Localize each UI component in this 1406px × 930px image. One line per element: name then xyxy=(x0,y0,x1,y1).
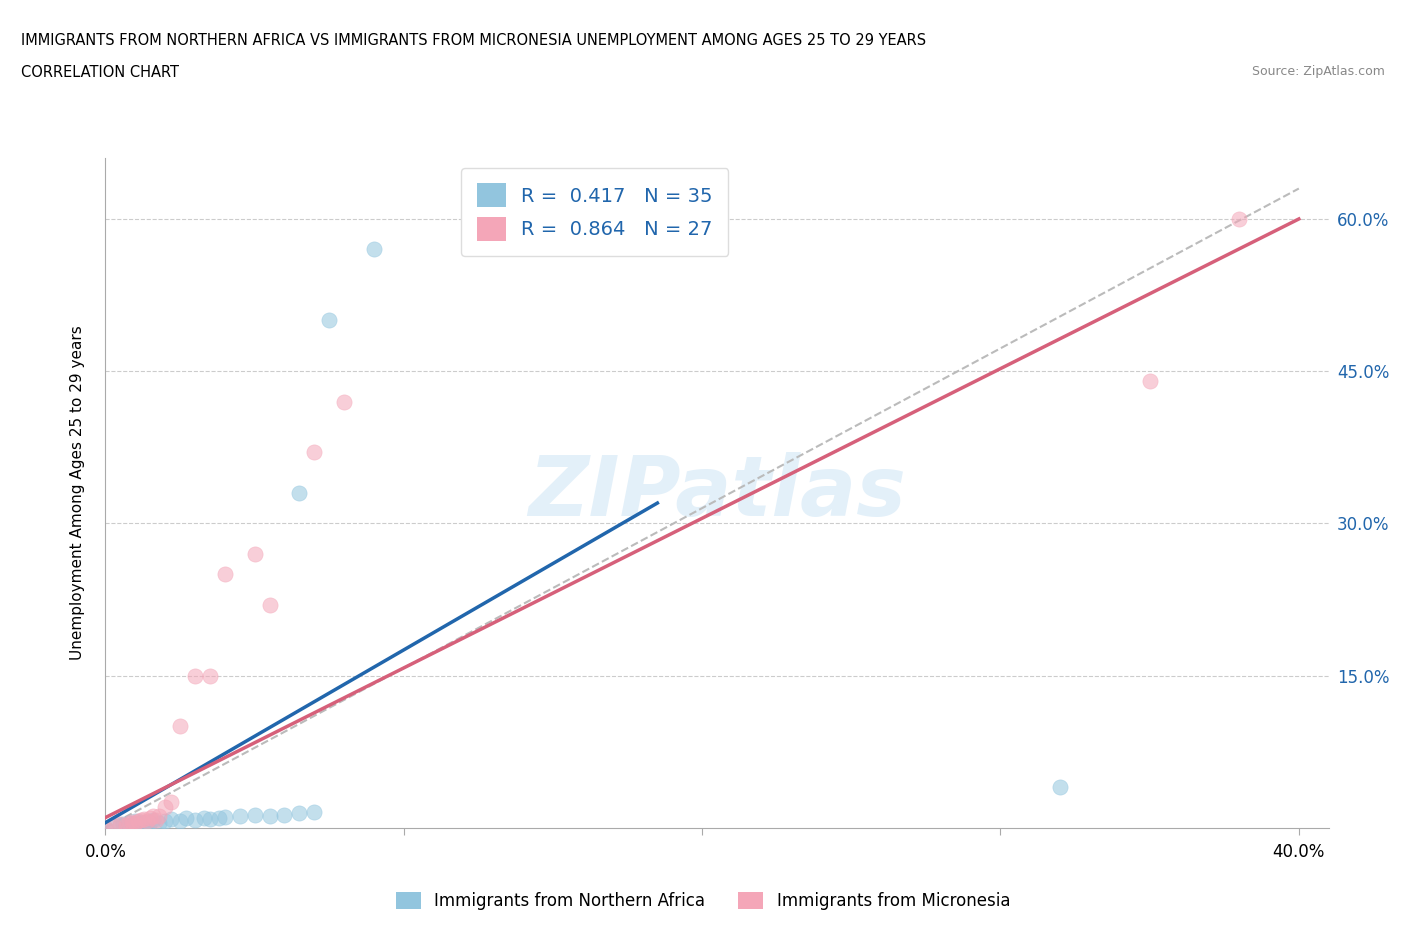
Point xyxy=(259,808,281,823)
Point xyxy=(118,816,141,830)
Point xyxy=(304,445,326,459)
Point xyxy=(145,812,167,827)
Point xyxy=(169,813,191,828)
Point xyxy=(214,566,236,581)
Point xyxy=(103,818,125,833)
Point xyxy=(243,807,266,822)
Point xyxy=(243,546,266,561)
Point xyxy=(160,795,183,810)
Point xyxy=(148,816,170,830)
Point xyxy=(124,813,146,828)
Point xyxy=(1139,374,1161,389)
Point xyxy=(134,816,156,830)
Point xyxy=(184,812,207,827)
Point xyxy=(94,820,117,835)
Point xyxy=(1227,211,1250,226)
Point xyxy=(103,818,125,833)
Point xyxy=(124,816,146,830)
Point xyxy=(1049,779,1071,794)
Point xyxy=(288,485,311,500)
Y-axis label: Unemployment Among Ages 25 to 29 years: Unemployment Among Ages 25 to 29 years xyxy=(70,326,84,660)
Point xyxy=(142,812,165,827)
Point xyxy=(148,808,170,823)
Point xyxy=(318,313,340,328)
Point xyxy=(214,809,236,824)
Point xyxy=(110,817,132,832)
Text: CORRELATION CHART: CORRELATION CHART xyxy=(21,65,179,80)
Point xyxy=(115,817,138,832)
Point xyxy=(94,820,117,835)
Point xyxy=(288,806,311,821)
Point xyxy=(129,814,152,829)
Point xyxy=(153,813,176,828)
Point xyxy=(134,811,156,826)
Point xyxy=(228,808,250,823)
Point xyxy=(333,394,356,409)
Point xyxy=(208,810,231,825)
Point xyxy=(259,597,281,612)
Text: Source: ZipAtlas.com: Source: ZipAtlas.com xyxy=(1251,65,1385,78)
Legend: Immigrants from Northern Africa, Immigrants from Micronesia: Immigrants from Northern Africa, Immigra… xyxy=(389,885,1017,917)
Point xyxy=(160,811,183,826)
Point xyxy=(273,807,295,822)
Point xyxy=(110,817,132,831)
Point xyxy=(174,810,197,825)
Legend: R =  0.417   N = 35, R =  0.864   N = 27: R = 0.417 N = 35, R = 0.864 N = 27 xyxy=(461,167,728,256)
Point xyxy=(136,813,159,828)
Point xyxy=(115,818,138,833)
Point xyxy=(136,817,159,831)
Point xyxy=(127,813,149,828)
Point xyxy=(142,808,165,823)
Point xyxy=(153,800,176,815)
Point xyxy=(124,817,146,831)
Point xyxy=(198,668,221,683)
Point xyxy=(184,668,207,683)
Point xyxy=(304,805,326,820)
Point xyxy=(363,242,385,257)
Point xyxy=(198,811,221,826)
Point xyxy=(193,810,215,825)
Point xyxy=(129,817,152,832)
Point xyxy=(169,719,191,734)
Point xyxy=(129,812,152,827)
Point xyxy=(139,814,162,829)
Point xyxy=(118,816,141,830)
Point xyxy=(139,810,162,825)
Point xyxy=(112,817,135,831)
Text: ZIPatlas: ZIPatlas xyxy=(529,452,905,534)
Text: IMMIGRANTS FROM NORTHERN AFRICA VS IMMIGRANTS FROM MICRONESIA UNEMPLOYMENT AMONG: IMMIGRANTS FROM NORTHERN AFRICA VS IMMIG… xyxy=(21,33,927,47)
Point xyxy=(121,814,143,829)
Point xyxy=(121,817,143,832)
